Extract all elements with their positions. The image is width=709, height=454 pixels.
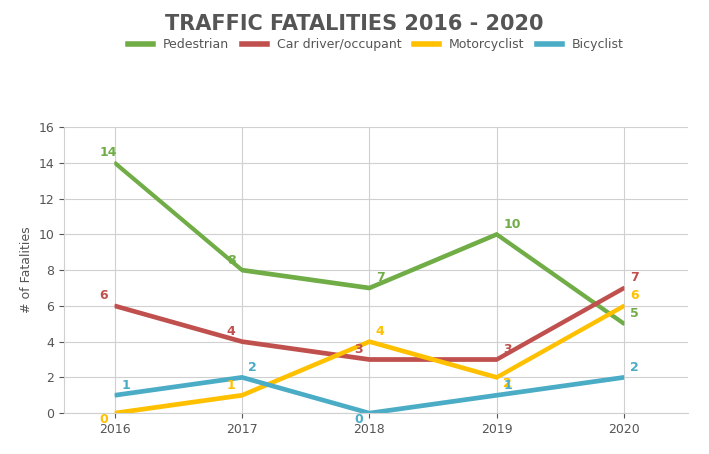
- Text: 6: 6: [99, 289, 108, 302]
- Text: 1: 1: [121, 379, 130, 392]
- Text: 0: 0: [99, 413, 108, 426]
- Text: 2: 2: [503, 377, 512, 390]
- Text: 4: 4: [376, 325, 384, 338]
- Text: 2: 2: [630, 361, 640, 374]
- Text: 7: 7: [630, 271, 640, 284]
- Text: 3: 3: [503, 343, 512, 356]
- Text: 0: 0: [354, 413, 363, 426]
- Text: 7: 7: [376, 271, 384, 284]
- Text: 10: 10: [503, 218, 520, 231]
- Text: 1: 1: [503, 379, 512, 392]
- Text: 6: 6: [630, 289, 639, 302]
- Y-axis label: # of Fatalities: # of Fatalities: [20, 227, 33, 313]
- Legend: Pedestrian, Car driver/occupant, Motorcyclist, Bicyclist: Pedestrian, Car driver/occupant, Motorcy…: [123, 33, 629, 56]
- Text: TRAFFIC FATALITIES 2016 - 2020: TRAFFIC FATALITIES 2016 - 2020: [165, 14, 544, 34]
- Text: 5: 5: [630, 307, 640, 320]
- Text: 1: 1: [227, 379, 235, 392]
- Text: 14: 14: [99, 146, 117, 159]
- Text: 8: 8: [227, 253, 235, 266]
- Text: 4: 4: [227, 325, 235, 338]
- Text: 2: 2: [248, 361, 257, 374]
- Text: 3: 3: [354, 343, 363, 356]
